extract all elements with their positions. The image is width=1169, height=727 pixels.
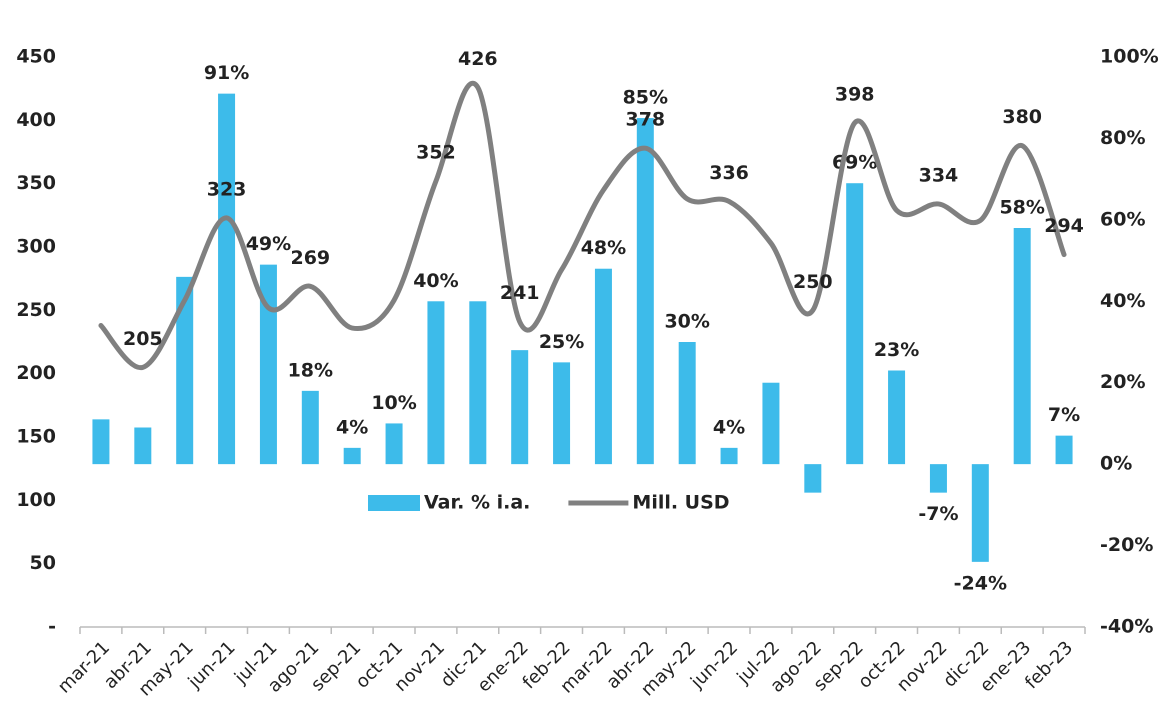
bar	[469, 301, 487, 465]
line-label: 426	[458, 48, 498, 70]
bar	[1055, 435, 1073, 465]
bar	[343, 447, 361, 465]
bar	[176, 276, 194, 465]
bar-label: 23%	[874, 339, 919, 361]
line-label: 250	[793, 271, 833, 293]
bar-label: 10%	[371, 392, 416, 414]
bar	[511, 350, 529, 465]
legend-swatch	[368, 495, 420, 511]
bar	[1013, 228, 1031, 465]
y-tick-label: 350	[16, 172, 56, 194]
bar-label: 7%	[1048, 404, 1080, 426]
y-tick-label: 150	[16, 426, 56, 448]
bar	[720, 447, 738, 465]
y2-tick-label: 60%	[1100, 208, 1145, 230]
y-tick-label: 50	[30, 552, 56, 574]
bar-label: 85%	[623, 87, 668, 109]
bar-label: 40%	[413, 270, 458, 292]
bar-label: -24%	[954, 572, 1007, 594]
bar	[929, 464, 947, 493]
line-label: 334	[919, 164, 959, 186]
line-label: 269	[290, 247, 330, 269]
bar-label: 91%	[204, 62, 249, 84]
bar-label: 58%	[999, 197, 1044, 219]
bar	[888, 370, 906, 465]
y2-tick-label: -40%	[1100, 616, 1153, 638]
y-tick-label: 450	[16, 46, 56, 68]
y-tick-label: 400	[16, 109, 56, 131]
line-label: 294	[1044, 215, 1084, 237]
x-tick-label: mar-21	[54, 637, 114, 697]
bar-label: 4%	[713, 416, 745, 438]
line-label: 380	[1002, 106, 1042, 128]
x-tick-label: feb-23	[1021, 637, 1077, 693]
bar	[92, 419, 110, 465]
bar	[301, 390, 319, 465]
y-tick-label: -	[48, 616, 56, 638]
y2-tick-label: -20%	[1100, 534, 1153, 556]
bar-label: -7%	[918, 503, 958, 525]
legend-label: Var. % i.a.	[424, 492, 530, 514]
y-tick-label: 100	[16, 489, 56, 511]
bar	[427, 301, 445, 465]
bar	[762, 382, 780, 465]
bar	[134, 427, 152, 465]
bar-label: 69%	[832, 152, 877, 174]
y-tick-label: 200	[16, 362, 56, 384]
line-label: 378	[625, 109, 665, 131]
legend-label: Mill. USD	[632, 492, 729, 514]
bar	[804, 464, 822, 493]
bar	[636, 118, 654, 465]
bar	[218, 93, 236, 465]
y-tick-label: 300	[16, 236, 56, 258]
y2-tick-label: 20%	[1100, 371, 1145, 393]
bar	[385, 423, 403, 465]
y2-tick-label: 80%	[1100, 127, 1145, 149]
bar	[553, 362, 571, 465]
line-label: 398	[835, 83, 875, 105]
line-label: 241	[500, 282, 540, 304]
bar	[678, 342, 696, 465]
bar	[846, 183, 864, 465]
y-tick-label: 250	[16, 299, 56, 321]
y2-tick-label: 0%	[1100, 453, 1132, 475]
bar	[971, 464, 989, 562]
y2-tick-label: 100%	[1100, 46, 1159, 68]
line-label: 323	[207, 178, 247, 200]
x-tick-label: jun-21	[184, 637, 240, 693]
bar-label: 30%	[664, 311, 709, 333]
bar-label: 25%	[539, 331, 584, 353]
bar-label: 49%	[246, 233, 291, 255]
bar	[259, 264, 277, 465]
line	[98, 80, 1067, 370]
bar	[594, 268, 612, 465]
line-label: 336	[709, 162, 749, 184]
x-tick-label: jun-22	[686, 637, 742, 693]
y2-tick-label: 40%	[1100, 290, 1145, 312]
bar-label: 4%	[336, 416, 368, 438]
bar-label: 18%	[288, 359, 333, 381]
line-label: 205	[123, 328, 163, 350]
bar-label: 48%	[581, 237, 626, 259]
line-label: 352	[416, 142, 456, 164]
